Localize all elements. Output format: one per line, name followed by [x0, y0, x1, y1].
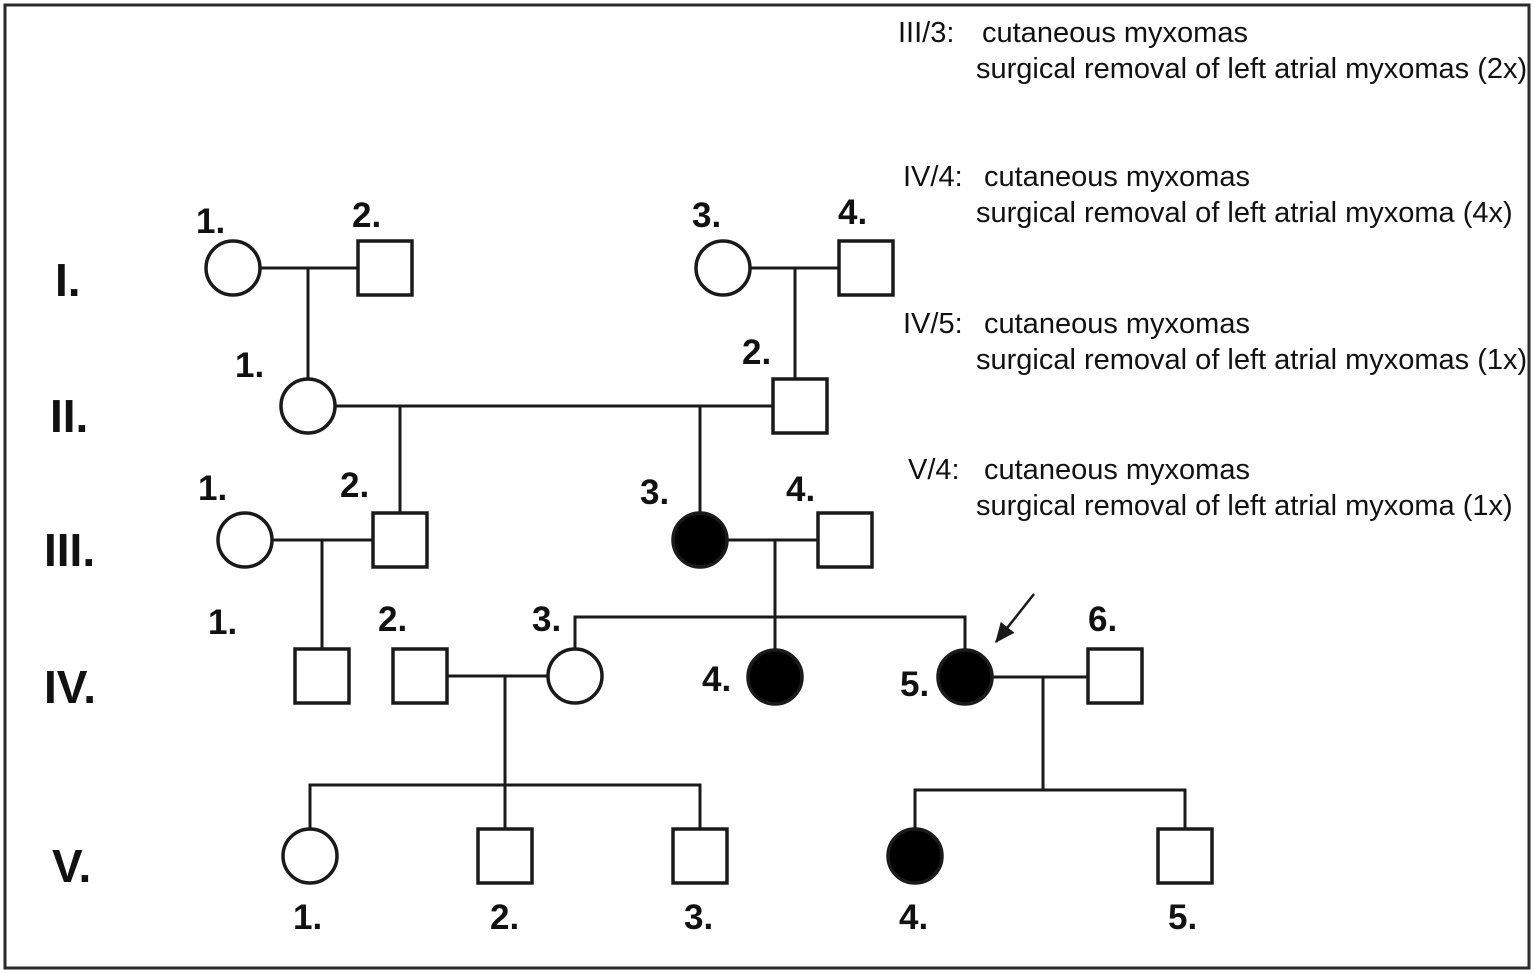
- individual-V-1-symbol: [281, 827, 339, 885]
- individual-III-2-symbol: [371, 511, 429, 569]
- annotation-IV-5-line1: cutaneous myxomas: [984, 308, 1250, 340]
- individual-I-1-symbol: [204, 239, 262, 297]
- individual-V-2: 2.: [476, 827, 534, 937]
- individual-IV-4-label: 4.: [702, 660, 731, 699]
- individual-IV-5-symbol: [936, 648, 994, 706]
- individual-V-3-symbol: [671, 827, 729, 885]
- individual-II-2-label: 2.: [742, 333, 771, 372]
- individual-V-5-symbol: [1156, 827, 1214, 885]
- individual-V-1-label: 1.: [293, 898, 322, 937]
- individual-I-3-label: 3.: [692, 196, 721, 235]
- figure-border: [3, 3, 1531, 970]
- annotation-IV-4: IV/4: cutaneous myxomas surgical removal…: [903, 161, 1513, 229]
- individual-I-2-symbol: [356, 239, 414, 297]
- individuals: 1. 2. 3. 4. 1. 2. 1. 2.: [196, 193, 1214, 937]
- individual-II-1-label: 1.: [235, 346, 264, 385]
- proband-arrow-icon: [995, 593, 1035, 643]
- individual-I-3-symbol: [694, 239, 752, 297]
- annotation-III-3: III/3: cutaneous myxomas surgical remova…: [898, 17, 1527, 85]
- individual-IV-2-label: 2.: [378, 600, 407, 639]
- annotation-IV-5-line2: surgical removal of left atrial myxomas …: [976, 344, 1527, 376]
- individual-IV-1-symbol: [293, 647, 351, 705]
- individual-III-4-symbol: [816, 511, 874, 569]
- individual-III-1-symbol: [216, 511, 274, 569]
- individual-III-1-label: 1.: [198, 469, 227, 508]
- annotation-IV-4-line2: surgical removal of left atrial myxoma (…: [976, 197, 1513, 229]
- individual-II-2: 2.: [742, 333, 829, 435]
- annotation-III-3-line2: surgical removal of left atrial myxomas …: [976, 53, 1527, 85]
- individual-I-4-label: 4.: [838, 193, 867, 232]
- annotation-IV-4-line1: cutaneous myxomas: [984, 161, 1250, 193]
- individual-I-1: 1.: [196, 202, 262, 297]
- individual-V-4-symbol: [886, 827, 944, 885]
- annotation-IV-4-id: IV/4:: [903, 161, 963, 193]
- individual-IV-6-label: 6.: [1088, 600, 1117, 639]
- individual-IV-5-label: 5.: [900, 665, 929, 704]
- individual-II-1-symbol: [279, 377, 337, 435]
- individual-V-2-label: 2.: [490, 898, 519, 937]
- individual-I-2: 2.: [352, 196, 414, 297]
- individual-IV-1-label: 1.: [208, 603, 237, 642]
- individual-II-1: 1.: [235, 346, 337, 435]
- generation-label-I: I.: [55, 254, 81, 306]
- pedigree-connectors: [258, 266, 1187, 832]
- individual-I-4: 4.: [837, 193, 895, 297]
- individual-IV-2-symbol: [391, 647, 449, 705]
- generation-label-IV: IV.: [44, 661, 96, 713]
- individual-III-3: 3.: [640, 473, 729, 569]
- individual-III-2-label: 2.: [340, 466, 369, 505]
- annotations: III/3: cutaneous myxomas surgical remova…: [898, 17, 1527, 522]
- individual-V-4: 4.: [886, 827, 944, 937]
- individual-I-3: 3.: [692, 196, 752, 297]
- individual-I-2-label: 2.: [352, 196, 381, 235]
- generation-label-V: V.: [52, 840, 91, 892]
- annotation-III-3-id: III/3:: [898, 17, 954, 49]
- individual-V-5: 5.: [1156, 827, 1214, 937]
- individual-V-1: 1.: [281, 827, 339, 937]
- individual-IV-6: 6.: [1086, 600, 1144, 705]
- individual-V-3-label: 3.: [684, 898, 713, 937]
- annotation-IV-5-id: IV/5:: [903, 308, 963, 340]
- annotation-V-4: V/4: cutaneous myxomas surgical removal …: [908, 454, 1513, 522]
- generation-label-III: III.: [44, 524, 95, 576]
- individual-III-3-symbol: [671, 511, 729, 569]
- individual-III-1: 1.: [198, 469, 274, 569]
- generation-label-II: II.: [50, 390, 88, 442]
- individual-IV-1: 1.: [208, 603, 351, 705]
- annotation-V-4-line2: surgical removal of left atrial myxoma (…: [976, 490, 1513, 522]
- individual-V-3: 3.: [671, 827, 729, 937]
- individual-IV-5: 5.: [900, 648, 994, 706]
- annotation-V-4-line1: cutaneous myxomas: [984, 454, 1250, 486]
- individual-IV-3-label: 3.: [532, 600, 561, 639]
- individual-V-4-label: 4.: [899, 898, 928, 937]
- individual-I-4-symbol: [837, 239, 895, 297]
- individual-IV-4-symbol: [746, 648, 804, 706]
- annotation-V-4-id: V/4:: [908, 454, 960, 486]
- individual-IV-4: 4.: [702, 648, 804, 706]
- individual-I-1-label: 1.: [196, 202, 225, 241]
- individual-III-3-label: 3.: [640, 473, 669, 512]
- individual-V-5-label: 5.: [1168, 898, 1197, 937]
- individual-III-4: 4.: [786, 470, 874, 569]
- annotation-III-3-line1: cutaneous myxomas: [982, 17, 1248, 49]
- individual-II-2-symbol: [771, 377, 829, 435]
- individual-V-2-symbol: [476, 827, 534, 885]
- individual-IV-3-symbol: [546, 647, 604, 705]
- individual-III-4-label: 4.: [786, 470, 815, 509]
- individual-IV-3: 3.: [532, 600, 604, 705]
- individual-III-2: 2.: [340, 466, 429, 569]
- annotation-IV-5: IV/5: cutaneous myxomas surgical removal…: [903, 308, 1527, 376]
- generation-labels: I. II. III. IV. V.: [44, 254, 96, 892]
- individual-IV-2: 2.: [378, 600, 449, 705]
- individual-IV-6-symbol: [1086, 647, 1144, 705]
